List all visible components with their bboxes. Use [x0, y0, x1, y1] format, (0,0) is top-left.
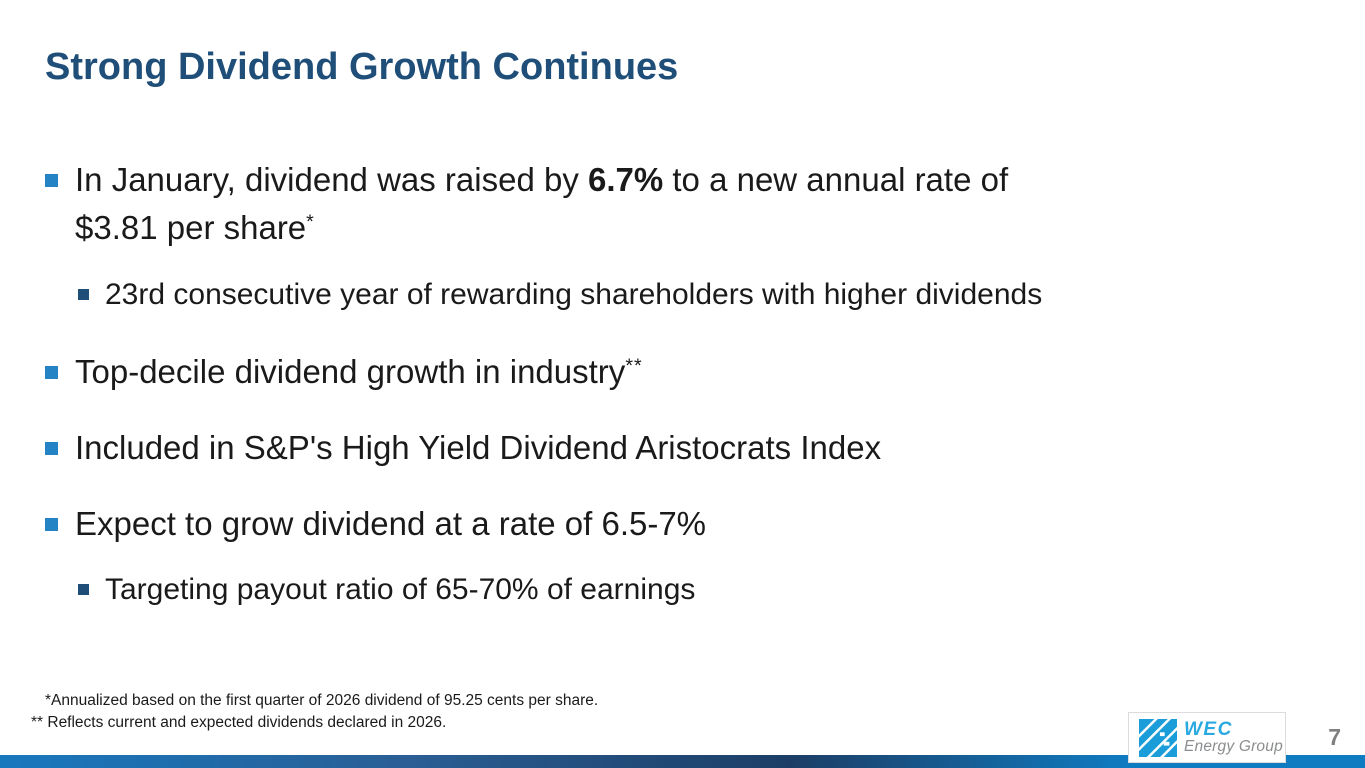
page-number: 7 — [1328, 724, 1341, 750]
footnote-annualized: *Annualized based on the first quarter o… — [45, 692, 599, 709]
bottom-accent-bar — [0, 755, 1365, 768]
bullet-top-decile-text: Top-decile dividend growth in industry** — [75, 348, 643, 401]
subbullet-square-icon — [78, 289, 89, 300]
bullet-square-icon — [45, 366, 58, 379]
bullet-square-icon — [45, 174, 58, 187]
bullet-dividend-raise: In January, dividend was raised by 6.7% … — [45, 156, 1008, 257]
footnote-marker-single: * — [306, 211, 315, 234]
wec-logo-mark-icon — [1139, 718, 1177, 757]
bullet-aristocrats-index: Included in S&P's High Yield Dividend Ar… — [45, 424, 881, 472]
bullet-text: Top-decile dividend growth in industry — [75, 353, 626, 390]
subbullet-payout-ratio-text: Targeting payout ratio of 65-70% of earn… — [105, 573, 696, 606]
bullet-grow-dividend: Expect to grow dividend at a rate of 6.5… — [45, 500, 706, 548]
bullet-square-icon — [45, 442, 58, 455]
bullet-square-icon — [45, 518, 58, 531]
wec-logo-line1: WEC — [1184, 718, 1233, 740]
footnote-marker-double: ** — [625, 355, 643, 378]
wec-logo-line2: Energy Group — [1184, 738, 1283, 756]
subbullet-square-icon — [78, 584, 89, 595]
subbullet-consecutive-years: 23rd consecutive year of rewarding share… — [78, 277, 1042, 313]
bullet-aristocrats-index-text: Included in S&P's High Yield Dividend Ar… — [75, 429, 882, 466]
slide-title: Strong Dividend Growth Continues — [45, 46, 679, 88]
bullet-top-decile: Top-decile dividend growth in industry** — [45, 348, 643, 401]
subbullet-consecutive-years-text: 23rd consecutive year of rewarding share… — [105, 278, 1043, 311]
footnote-reflects: ** Reflects current and expected dividen… — [31, 714, 447, 731]
bullet-text-line2: $3.81 per share — [75, 209, 307, 246]
footnotes: *Annualized based on the first quarter o… — [31, 690, 598, 734]
bullet-text-before: In January, dividend was raised by — [75, 161, 588, 198]
wec-logo-text: WEC Energy Group — [1184, 720, 1283, 755]
subbullet-payout-ratio: Targeting payout ratio of 65-70% of earn… — [78, 572, 695, 608]
wec-energy-group-logo: WEC Energy Group — [1128, 712, 1286, 763]
bullet-grow-dividend-text: Expect to grow dividend at a rate of 6.5… — [75, 505, 707, 542]
bullet-text-after: to a new annual rate of — [663, 161, 1009, 198]
bullet-text-bold-percent: 6.7% — [588, 161, 664, 198]
bullet-dividend-raise-text: In January, dividend was raised by 6.7% … — [75, 156, 1008, 257]
